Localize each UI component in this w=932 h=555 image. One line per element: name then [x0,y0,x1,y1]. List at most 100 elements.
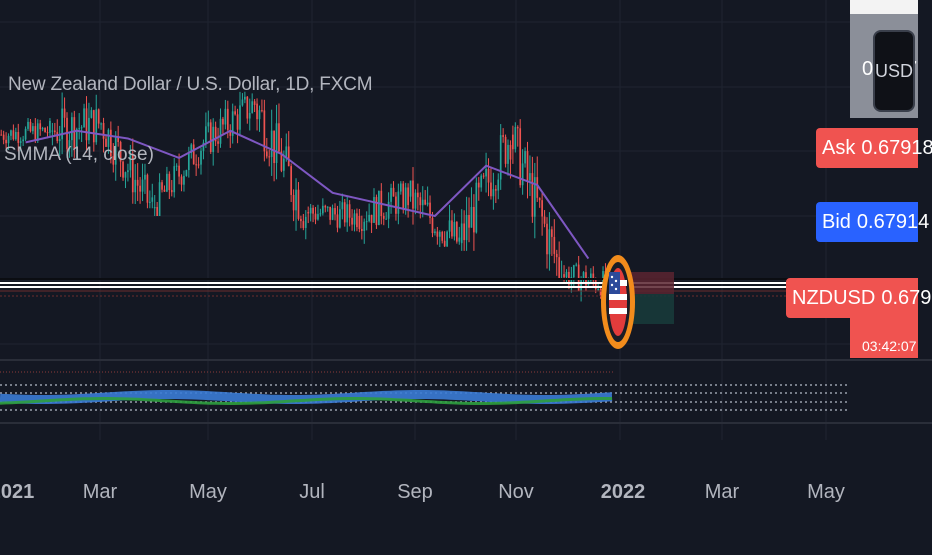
candle-body [246,96,249,119]
candle-body [485,168,487,177]
candle-body [229,129,232,136]
candle-body [129,154,132,171]
candle-body [324,205,327,208]
chart-legend-title[interactable]: New Zealand Dollar / U.S. Dollar, 1D, FX… [8,74,373,95]
candle-body [197,164,200,166]
candle-body [546,223,548,255]
candle-body [473,206,475,233]
candle-body [358,216,361,229]
candle-body [49,120,51,133]
time-axis-label: May [189,481,227,503]
candle-body [543,216,546,224]
candle-body [217,141,219,144]
candle-body [2,134,5,140]
candle-body [497,179,500,191]
time-axis-label: 2022 [601,481,646,503]
candle-body [90,110,93,118]
candle-body [273,130,275,164]
candle-body [44,127,46,133]
candle-body [153,207,156,209]
candle-body [529,173,531,181]
smma-line [25,129,590,260]
candle-body [148,201,151,203]
candle-body [465,214,468,241]
candle-body [283,158,285,171]
candle-body [190,144,193,154]
candle-body [22,139,24,142]
candle-body [207,122,210,127]
us-flag-coin-icon[interactable] [601,255,635,349]
candle-body [351,217,353,225]
candle-body [482,175,485,177]
candle-body [300,218,302,222]
candle-body [346,204,349,223]
candle-body [19,141,22,143]
candle-body [36,123,39,141]
candle-body [434,231,436,234]
candle-body [63,108,66,118]
candle-body [202,142,205,151]
candle-body [95,109,98,143]
candle-body [407,187,409,206]
candle-body [499,135,502,180]
candle-body [441,231,444,241]
candle-body [414,192,417,209]
candle-body [329,206,331,220]
candle-body [341,202,344,210]
candle-body [5,139,7,144]
candle-body [127,170,129,173]
time-axis-label: Mar [705,481,740,503]
symbol-price-tag: NZDUSD 0.67914 [786,278,932,318]
candle-body [46,132,49,134]
candle-body [234,111,236,115]
candle-body [280,151,283,171]
indicator-legend[interactable]: SMMA (14, close) [4,144,154,165]
candle-body [531,173,534,217]
candle-body [258,110,261,120]
candle-body [343,202,346,223]
ask-value: 0.67918 [861,136,932,159]
time-axis[interactable]: 2021 Mar May Jul Sep Nov 2022 Mar May [0,481,845,503]
candle-body [494,189,497,191]
candle-body [438,231,441,237]
candle-body [353,213,356,225]
candle-body [226,108,229,130]
candle-body [317,214,319,220]
candle-body [395,196,397,214]
candle-body [253,101,256,105]
currency-badge[interactable]: USD [873,30,915,112]
candle-body [492,189,495,197]
candle-body [490,182,492,197]
candle-body [521,163,524,186]
candle-body [443,240,446,247]
candle-body [124,172,127,178]
candle-body [58,139,61,142]
candle-body [429,202,431,218]
candle-body [477,182,480,188]
candle-body [536,177,539,198]
time-axis-label: Jul [299,481,325,503]
candle-body [88,117,90,141]
candle-body [251,101,254,113]
bid-price-tag: Bid 0.67914 [816,202,929,242]
candle-body [12,130,15,140]
candle-body [158,182,161,216]
candle-body [417,192,419,198]
candle-body [268,156,271,158]
projection-box-red [630,272,674,294]
candle-body [100,123,102,125]
candle-body [363,221,366,231]
candle-body [312,207,314,214]
candle-body [161,182,163,190]
candle-body [112,156,115,165]
candle-body [516,127,519,129]
candle-body [24,128,27,140]
candle-body [597,289,600,291]
candle-body [538,197,541,201]
time-axis-label: 2021 [0,481,34,503]
candle-body [431,217,434,234]
candle-body [419,197,422,206]
candle-body [214,126,217,142]
